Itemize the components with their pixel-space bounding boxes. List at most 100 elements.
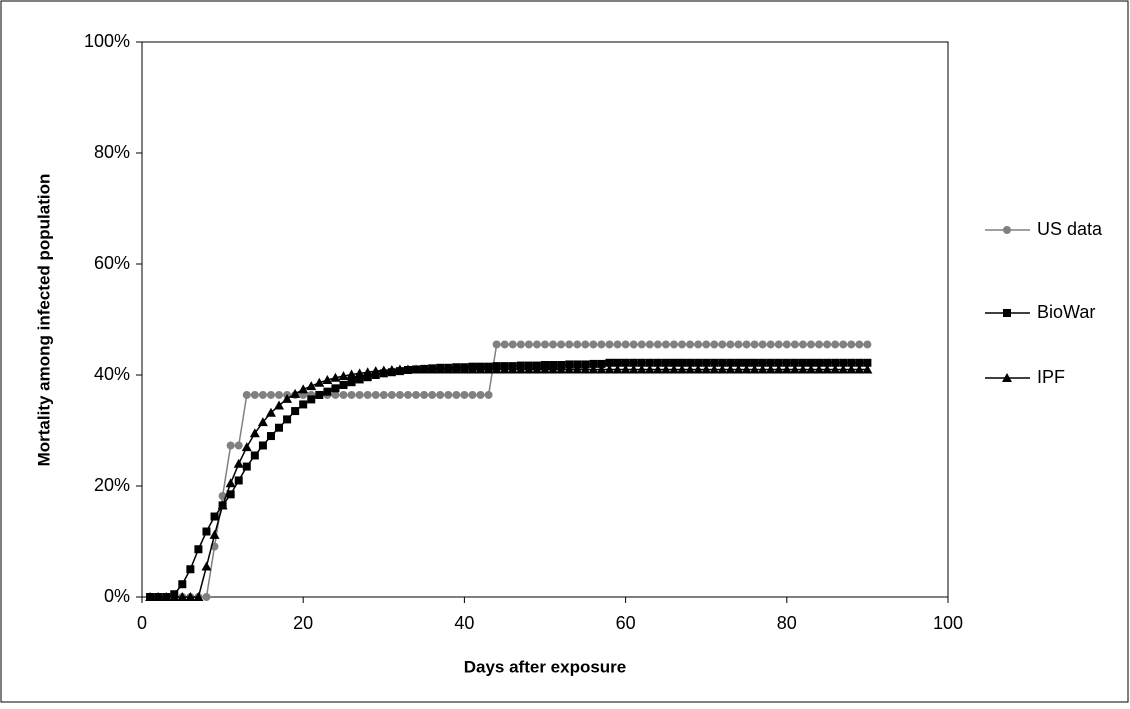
marker [805,364,816,374]
marker [660,364,671,374]
marker [451,364,462,374]
marker [661,340,670,349]
marker [322,374,333,384]
marker [757,364,768,374]
marker [726,358,735,367]
marker [694,358,703,367]
x-tick-label: 20 [293,613,313,633]
marker [782,340,791,349]
marker [460,390,469,399]
marker [468,390,477,399]
marker [484,390,493,399]
marker [701,364,712,374]
marker [749,364,760,374]
legend-marker [1003,226,1011,234]
marker [193,592,204,601]
marker [694,340,703,349]
marker [556,364,567,374]
marker [250,451,259,460]
marker [249,428,260,438]
marker [331,384,340,393]
legend-marker [1002,373,1012,382]
marker [815,358,824,367]
marker [750,340,759,349]
marker [806,358,815,367]
marker [734,340,743,349]
marker [258,441,267,450]
marker [194,545,203,554]
marker [815,340,824,349]
marker [605,358,614,367]
marker [226,490,235,499]
marker [202,593,211,601]
marker [347,378,356,387]
marker [291,407,300,416]
marker [669,358,678,367]
marker [628,364,639,374]
marker [637,340,646,349]
marker [225,478,236,488]
y-tick-label: 40% [94,364,130,384]
marker [573,340,582,349]
marker [636,364,647,374]
marker [613,340,622,349]
marker [823,358,832,367]
marker [597,359,606,368]
marker [459,364,470,374]
marker [548,364,559,374]
marker [855,358,864,367]
marker [597,340,606,349]
marker [386,365,397,375]
marker [226,441,235,450]
marker [557,340,566,349]
y-axis-title: Mortality among infected population [34,174,53,467]
marker [323,387,332,396]
marker [524,340,533,349]
marker [177,592,188,601]
marker [733,364,744,374]
marker [515,364,526,374]
x-tick-label: 100 [933,613,963,633]
marker [588,364,599,374]
marker [412,390,421,399]
marker [242,462,251,471]
marker [347,390,356,399]
marker [661,358,670,367]
marker [847,358,856,367]
marker [613,358,622,367]
marker [839,340,848,349]
marker [766,340,775,349]
marker [452,390,461,399]
marker [814,364,825,374]
marker [629,358,638,367]
marker [589,359,598,368]
marker [427,364,438,374]
marker [178,580,187,589]
marker [565,340,574,349]
marker [242,390,251,399]
marker [153,592,164,601]
marker [403,390,412,399]
marker [621,340,630,349]
marker [508,340,517,349]
marker [758,358,767,367]
marker [581,340,590,349]
marker [428,390,437,399]
marker [758,340,767,349]
marker [411,364,422,374]
marker [516,340,525,349]
marker [831,340,840,349]
marker [306,381,317,391]
marker [346,369,357,379]
marker [766,358,775,367]
marker [307,395,316,404]
marker [718,358,727,367]
marker [855,340,864,349]
marker [702,340,711,349]
marker [686,358,695,367]
marker [669,340,678,349]
marker [831,358,840,367]
marker [774,358,783,367]
